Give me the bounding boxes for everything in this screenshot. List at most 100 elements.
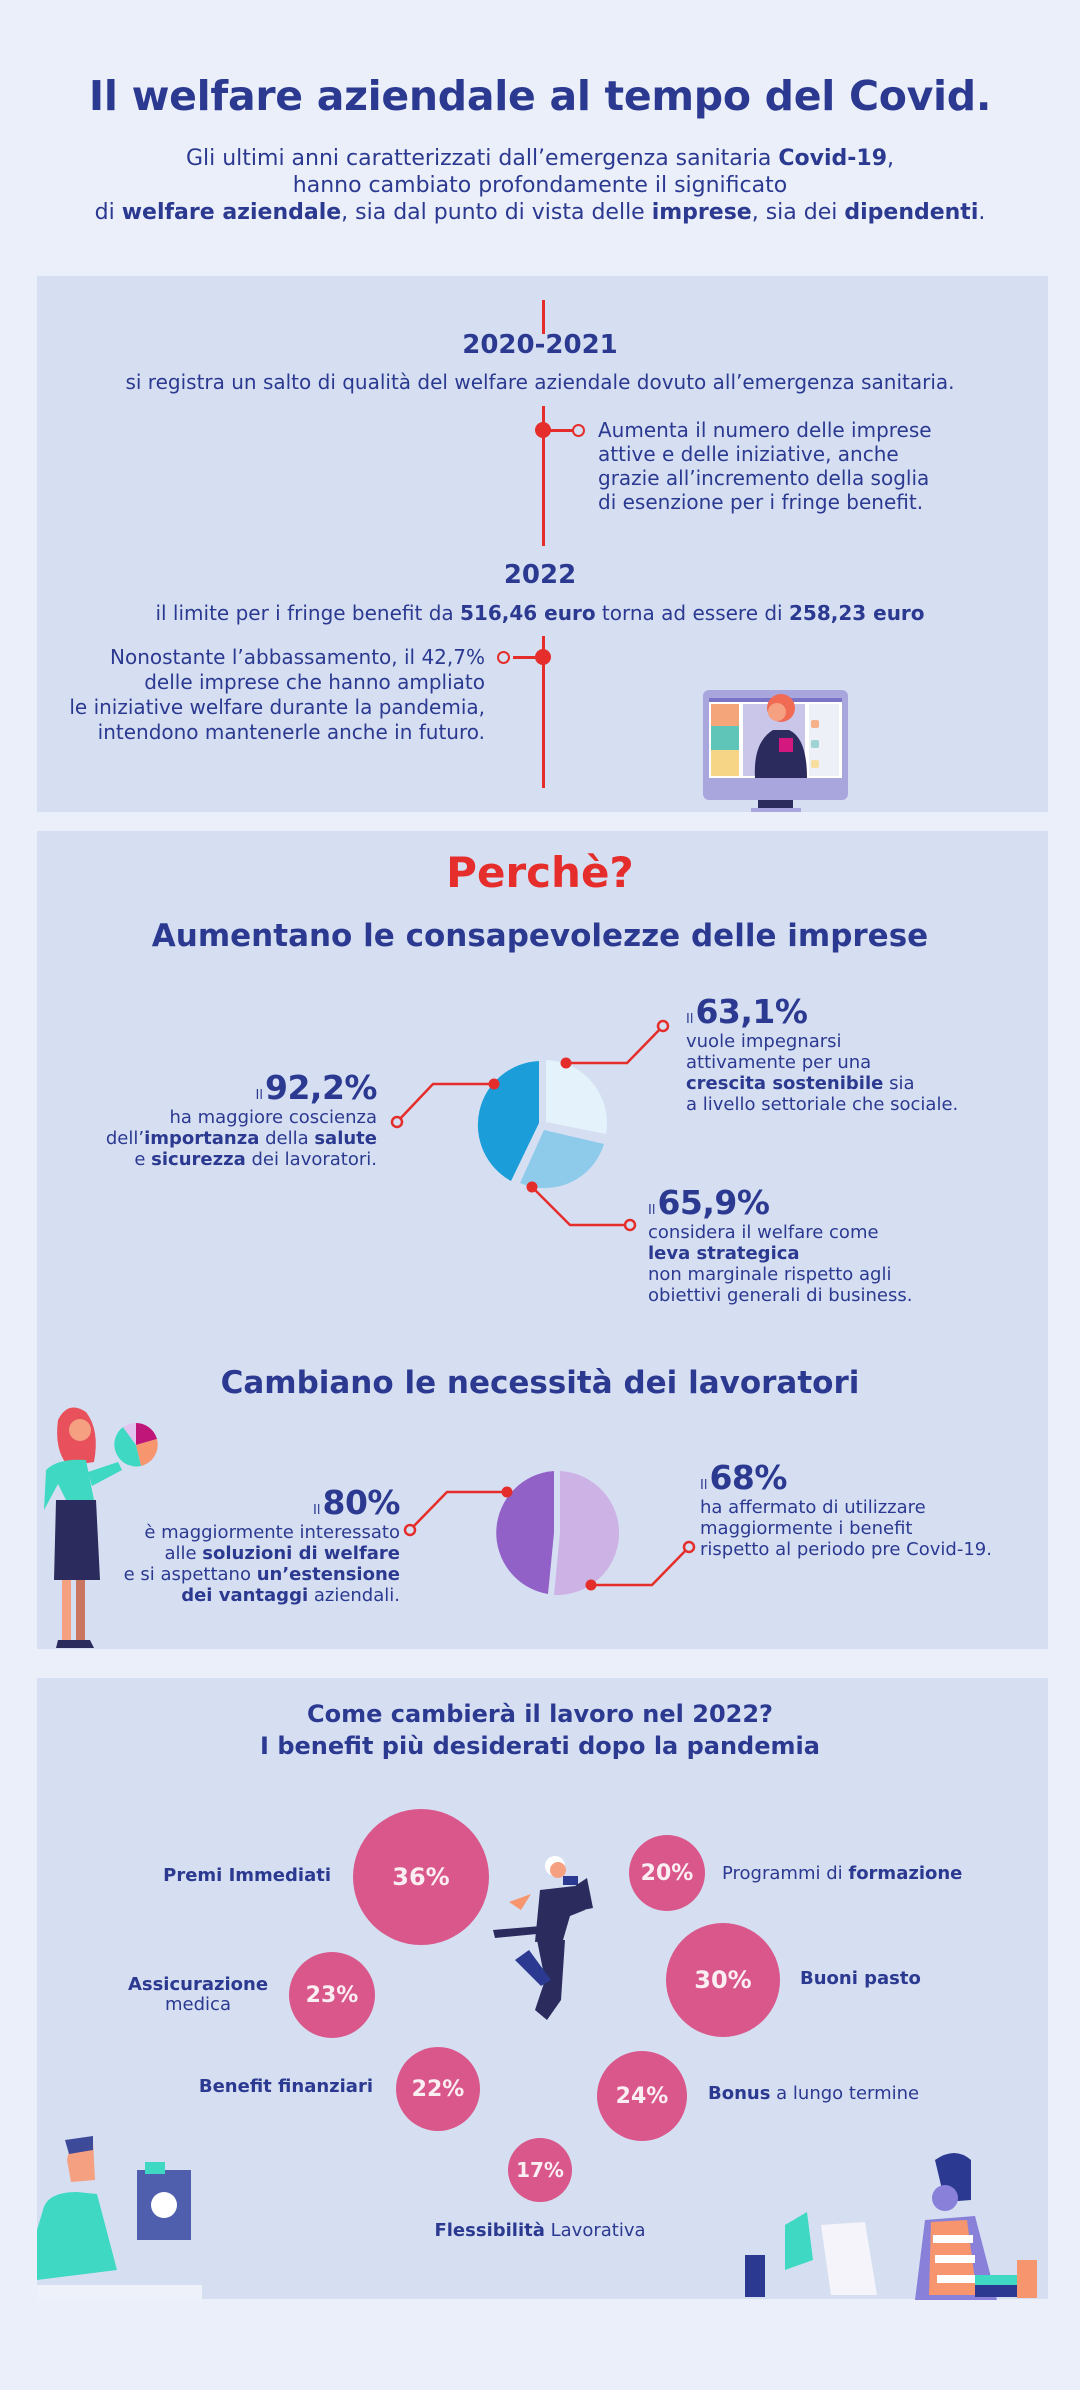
detail-line: di esenzione per i fringe benefit.	[598, 490, 924, 514]
stat-text: alle	[164, 1543, 203, 1564]
timeline-line	[542, 300, 545, 334]
stat-92-2: Il92,2% ha maggiore coscienza dell’impor…	[106, 1068, 378, 1170]
stat-line: non marginale rispetto agli	[648, 1264, 892, 1285]
intro-highlight: welfare aziendale	[121, 200, 342, 225]
benefits-title: Come cambierà il lavoro nel 2022? I bene…	[0, 1698, 1080, 1762]
summary-part: torna ad essere di	[595, 601, 789, 625]
summary-highlight: 258,23 euro	[788, 601, 925, 625]
stat-line: vuole impegnarsi	[686, 1031, 842, 1052]
stat-prefix: Il	[313, 1503, 321, 1518]
detail-line: Aumenta il numero delle imprese	[598, 418, 932, 442]
intro-text-part: .	[978, 200, 986, 225]
timeline-year-2022: 2022	[503, 560, 577, 590]
intro-text-part: , sia dal punto di vista delle	[341, 200, 652, 225]
stat-65-9: Il65,9% considera il welfare come leva s…	[648, 1183, 912, 1306]
workers-callout-lines	[403, 1486, 696, 1591]
timeline-connector	[513, 656, 539, 659]
monitor-icon	[703, 690, 848, 812]
intro-highlight: dipendenti	[844, 200, 979, 225]
intro-highlight: Covid-19	[778, 146, 888, 171]
timeline-line	[542, 406, 545, 546]
stat-line: ha maggiore coscienza	[169, 1107, 377, 1128]
timeline-summary-2020-2021: si registra un salto di qualità del welf…	[125, 370, 955, 394]
stat-highlight: leva strategica	[648, 1243, 800, 1264]
stat-text: dei lavoratori.	[245, 1149, 377, 1170]
summary-highlight: 516,46 euro	[460, 601, 596, 625]
workers-heading: Cambiano le necessità dei lavoratori	[220, 1365, 860, 1401]
label-text: Programmi di	[722, 1863, 849, 1884]
bubble-benefit-finanziari: 22%	[396, 2047, 480, 2131]
timeline-ring	[497, 651, 510, 664]
detail-line: attive e delle iniziative, anche	[598, 442, 899, 466]
companies-pie-chart	[477, 1060, 607, 1189]
jumping-businessman-illustration	[493, 1856, 593, 2020]
label-flessibilita: Flessibilità Lavorativa	[0, 2220, 1080, 2241]
detail-line: grazie all’incremento della soglia	[598, 466, 930, 490]
timeline-ring	[572, 424, 585, 437]
label-highlight: Assicurazione	[127, 1974, 269, 1995]
stat-highlight: salute	[314, 1128, 377, 1149]
video-call-illustration	[703, 690, 848, 812]
timeline-dot	[535, 422, 551, 438]
label-buoni-pasto: Buoni pasto	[800, 1968, 921, 1989]
man-with-shopping-bag-illustration	[37, 2136, 202, 2299]
timeline-dot	[535, 649, 551, 665]
detail-line: delle imprese che hanno ampliato	[144, 670, 485, 694]
stat-prefix: Il	[255, 1088, 263, 1103]
label-highlight: Flessibilità	[434, 2220, 545, 2241]
stat-text: aziendali.	[308, 1585, 400, 1606]
stat-text: della	[259, 1128, 315, 1149]
intro-highlight: imprese	[651, 200, 752, 225]
stat-line: considera il welfare come	[648, 1222, 879, 1243]
stat-highlight: dei vantaggi	[181, 1585, 309, 1606]
bubble-bonus: 24%	[597, 2051, 687, 2141]
stat-line: a livello settoriale che sociale.	[686, 1094, 959, 1115]
stat-value: 92,2%	[265, 1068, 378, 1107]
stat-highlight: importanza	[144, 1128, 260, 1149]
stat-highlight: sicurezza	[151, 1149, 246, 1170]
timeline-line	[542, 636, 545, 788]
label-text: medica	[165, 1994, 231, 2015]
stat-value: 68%	[709, 1458, 787, 1497]
detail-line: le iniziative welfare durante la pandemi…	[69, 695, 485, 719]
stat-line: rispetto al periodo pre Covid-19.	[700, 1539, 992, 1560]
label-benefit-finanziari: Benefit finanziari	[198, 2076, 373, 2097]
stat-68: Il68% ha affermato di utilizzare maggior…	[700, 1458, 992, 1560]
stat-line: obiettivi generali di business.	[648, 1285, 913, 1306]
stat-prefix: Il	[700, 1478, 708, 1493]
benefits-title-line: Come cambierà il lavoro nel 2022?	[307, 1700, 773, 1728]
woman-with-chart-illustration	[44, 1407, 158, 1648]
intro-text-part: di	[94, 200, 122, 225]
stat-63-1: Il63,1% vuole impegnarsi attivamente per…	[686, 992, 958, 1115]
stat-value: 63,1%	[695, 992, 808, 1031]
intro-text-part: Gli ultimi anni caratterizzati dall’emer…	[185, 146, 779, 171]
bubble-flessibilita: 17%	[508, 2138, 572, 2202]
why-title: Perchè?	[446, 848, 634, 897]
detail-line: Nonostante l’abbassamento, il 42,7%	[110, 645, 485, 669]
timeline-year-2020-2021: 2020-2021	[462, 330, 618, 360]
intro-text: Gli ultimi anni caratterizzati dall’emer…	[0, 145, 1080, 226]
woman-at-laptop-illustration	[745, 2153, 1037, 2300]
stat-highlight: soluzioni di welfare	[202, 1543, 400, 1564]
summary-part: il limite per i fringe benefit da	[155, 601, 461, 625]
label-assicurazione: Assicurazione medica	[118, 1975, 278, 2015]
label-bonus: Bonus a lungo termine	[708, 2083, 919, 2104]
label-highlight: formazione	[848, 1863, 963, 1884]
bubble-buoni-pasto: 30%	[666, 1923, 780, 2037]
stat-line: maggiormente i benefit	[700, 1518, 913, 1539]
stat-text: sia	[883, 1073, 915, 1094]
bubble-formazione: 20%	[629, 1835, 705, 1911]
label-premi-immediati: Premi Immediati	[163, 1865, 331, 1886]
stat-prefix: Il	[686, 1012, 694, 1027]
stat-line: attivamente per una	[686, 1052, 872, 1073]
bubble-premi-immediati: 36%	[353, 1809, 489, 1945]
timeline-summary-2022: il limite per i fringe benefit da 516,46…	[0, 601, 1080, 626]
stat-line: ha affermato di utilizzare	[700, 1497, 926, 1518]
timeline-detail-2020-2021: Aumenta il numero delle imprese attive e…	[598, 418, 932, 514]
intro-text-part: , sia dei	[751, 200, 845, 225]
timeline-detail-2022: Nonostante l’abbassamento, il 42,7% dell…	[69, 645, 485, 745]
stat-prefix: Il	[648, 1203, 656, 1218]
stat-value: 80%	[322, 1483, 401, 1522]
stat-line: è maggiormente interessato	[144, 1522, 400, 1543]
bubble-assicurazione: 23%	[289, 1952, 375, 2038]
